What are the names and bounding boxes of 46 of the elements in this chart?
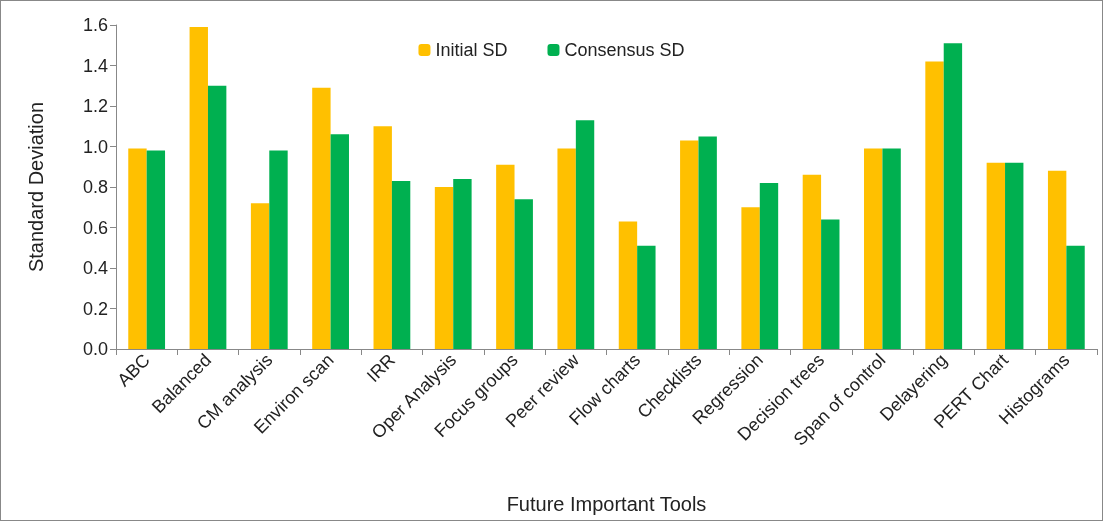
bar xyxy=(514,199,533,349)
x-tick-label: IRR xyxy=(362,349,399,386)
bar xyxy=(618,221,638,349)
bar xyxy=(741,207,760,349)
bar xyxy=(128,148,147,349)
bar xyxy=(925,61,944,349)
bar xyxy=(391,180,411,349)
bar xyxy=(759,182,779,349)
y-tick-label: 1.6 xyxy=(82,15,108,35)
bar xyxy=(453,178,472,349)
bar xyxy=(496,164,515,349)
bar xyxy=(189,27,208,349)
y-tick-label: 0.4 xyxy=(82,258,108,278)
bar xyxy=(207,85,227,349)
bar xyxy=(312,87,331,349)
bar xyxy=(882,148,901,349)
bar xyxy=(637,245,656,349)
bar xyxy=(434,187,454,349)
legend-label: Initial SD xyxy=(435,40,508,60)
y-axis-title: Standard Deviation xyxy=(25,101,47,273)
bar xyxy=(269,150,288,349)
bar xyxy=(250,203,270,349)
bar xyxy=(557,148,576,349)
y-tick-label: 0.0 xyxy=(82,339,108,359)
y-tick-label: 0.6 xyxy=(82,217,108,238)
bar xyxy=(1066,245,1085,349)
bar xyxy=(802,174,822,349)
y-tick-label: 0.2 xyxy=(82,298,108,319)
bar xyxy=(1047,170,1067,349)
bar xyxy=(943,43,963,349)
bar xyxy=(698,136,717,349)
bar xyxy=(821,219,840,349)
bar xyxy=(864,148,883,349)
y-tick-label: 1.0 xyxy=(82,136,108,157)
bar xyxy=(373,126,392,349)
bar xyxy=(146,150,166,349)
legend-label: Consensus SD xyxy=(564,40,685,60)
y-tick-label: 1.2 xyxy=(82,96,108,116)
bar xyxy=(330,134,349,349)
bar xyxy=(575,120,595,349)
x-axis-title: Future Important Tools xyxy=(506,493,707,515)
bar xyxy=(680,140,699,349)
bar xyxy=(1005,162,1024,349)
bar xyxy=(986,162,1006,349)
y-tick-label: 0.8 xyxy=(82,177,108,197)
y-tick-label: 1.4 xyxy=(82,55,108,76)
